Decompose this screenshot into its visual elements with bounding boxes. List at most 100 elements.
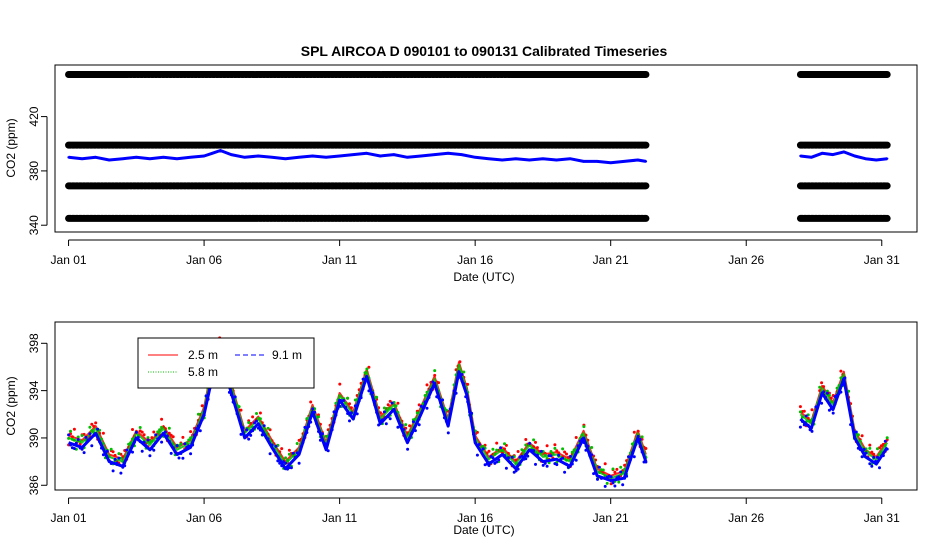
series-point-9-1-m xyxy=(148,454,152,458)
series-point-9-1-m xyxy=(353,404,357,408)
series-point-5-8-m xyxy=(619,465,623,469)
series-point-9-1-m xyxy=(311,407,315,411)
series-point-9-1-m xyxy=(243,434,247,438)
series-point-9-1-m xyxy=(84,435,88,439)
series-point-9-1-m xyxy=(822,390,826,394)
co2-point xyxy=(595,160,599,163)
x-tick-label: Jan 31 xyxy=(864,511,900,525)
co2-point xyxy=(406,156,409,159)
series-point-2-5-m xyxy=(574,436,578,439)
series-point-5-8-m xyxy=(868,446,872,450)
series-point-5-8-m xyxy=(878,452,881,456)
series-point-9-1-m xyxy=(160,440,164,444)
series-point-9-1-m xyxy=(338,404,342,408)
series-point-9-1-m xyxy=(477,443,481,446)
series-point-9-1-m xyxy=(249,433,253,437)
co2-point xyxy=(433,153,436,156)
x-tick-label: Jan 26 xyxy=(728,253,764,267)
series-point-9-1-m xyxy=(132,440,136,444)
series-point-9-1-m xyxy=(359,396,363,400)
x-tick-label: Jan 21 xyxy=(593,253,629,267)
series-point-9-1-m xyxy=(885,447,889,451)
co2-point xyxy=(419,154,423,158)
series-point-9-1-m xyxy=(460,373,464,376)
series-point-2-5-m xyxy=(632,430,636,434)
series-point-5-8-m xyxy=(131,437,134,441)
series-point-9-1-m xyxy=(206,397,210,401)
series-point-5-8-m xyxy=(100,437,103,441)
series-point-9-1-m xyxy=(371,391,375,395)
series-point-9-1-m xyxy=(365,376,369,380)
series-point-9-1-m xyxy=(72,447,76,450)
series-point-9-1-m xyxy=(623,476,627,480)
series-point-9-1-m xyxy=(293,455,297,459)
series-point-9-1-m xyxy=(636,434,640,438)
series-point-2-5-m xyxy=(408,424,412,428)
co2-point xyxy=(189,156,192,159)
co2-point xyxy=(270,156,274,159)
series-point-9-1-m xyxy=(315,422,319,426)
series-point-9-1-m xyxy=(590,453,594,457)
co2-point xyxy=(501,158,504,162)
series-point-2-5-m xyxy=(872,452,876,456)
series-point-9-1-m xyxy=(537,457,541,461)
series-point-9-1-m xyxy=(115,461,119,465)
series-point-9-1-m xyxy=(382,410,386,414)
series-point-5-8-m xyxy=(247,421,251,425)
series-point-5-8-m xyxy=(196,412,200,416)
series-point-2-5-m xyxy=(90,422,94,426)
co2-point xyxy=(365,152,368,155)
series-point-9-1-m xyxy=(835,393,839,397)
series-point-5-8-m xyxy=(189,436,193,440)
panel-2-plot-frame xyxy=(54,321,918,491)
series-point-9-1-m xyxy=(497,458,501,462)
series-point-9-1-m xyxy=(872,455,876,459)
series-point-5-8-m xyxy=(597,471,601,474)
series-point-9-1-m xyxy=(876,455,879,459)
series-point-9-1-m xyxy=(117,456,121,460)
series-point-9-1-m xyxy=(255,419,258,423)
series-point-9-1-m xyxy=(568,454,572,458)
co2-point xyxy=(148,157,152,160)
co2-point xyxy=(108,158,111,162)
series-point-9-1-m xyxy=(475,453,479,457)
series-point-9-1-m xyxy=(473,441,477,445)
series-point-9-1-m xyxy=(532,449,536,453)
series-point-9-1-m xyxy=(565,462,568,466)
series-point-9-1-m xyxy=(82,451,86,455)
series-point-9-1-m xyxy=(831,411,835,415)
co2-point xyxy=(528,158,531,162)
co2-point xyxy=(875,158,878,162)
series-point-5-8-m xyxy=(425,390,429,394)
series-point-2-5-m xyxy=(379,411,382,415)
series-point-9-1-m xyxy=(406,447,410,451)
series-point-9-1-m xyxy=(609,475,613,479)
series-point-9-1-m xyxy=(86,438,90,442)
series-point-2-5-m xyxy=(603,462,607,466)
series-point-5-8-m xyxy=(255,412,258,415)
series-point-9-1-m xyxy=(798,425,802,429)
series-point-9-1-m xyxy=(450,402,454,406)
series-point-5-8-m xyxy=(481,444,485,448)
series-point-9-1-m xyxy=(239,432,243,436)
series-point-2-5-m xyxy=(870,450,874,454)
series-point-5-8-m xyxy=(423,394,427,397)
series-point-9-1-m xyxy=(549,454,553,458)
series-point-9-1-m xyxy=(504,466,508,470)
series-point-9-1-m xyxy=(262,424,266,428)
series-point-9-1-m xyxy=(107,459,111,463)
series-point-9-1-m xyxy=(251,429,255,433)
series-point-5-8-m xyxy=(503,442,506,446)
legend: 2.5 m 5.8 m 9.1 m xyxy=(137,337,315,389)
series-point-5-8-m xyxy=(570,450,574,454)
series-point-9-1-m xyxy=(189,452,193,456)
series-point-9-1-m xyxy=(100,446,103,450)
series-point-9-1-m xyxy=(644,460,648,464)
series-point-9-1-m xyxy=(348,419,351,423)
series-point-9-1-m xyxy=(282,460,286,464)
series-point-9-1-m xyxy=(380,418,384,422)
series-point-9-1-m xyxy=(266,437,270,441)
series-point-9-1-m xyxy=(173,450,177,454)
series-point-9-1-m xyxy=(487,464,491,467)
series-point-2-5-m xyxy=(860,434,864,438)
